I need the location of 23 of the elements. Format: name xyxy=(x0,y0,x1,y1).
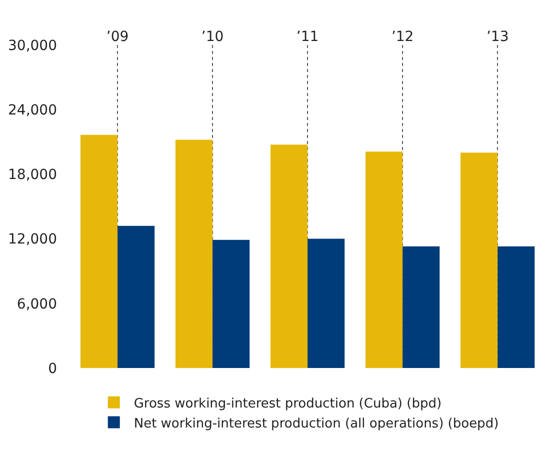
x-tick-label: ’10 xyxy=(201,29,224,46)
legend-label: Net working-interest production (all operations) (boepd) xyxy=(134,416,499,432)
bar xyxy=(366,152,403,368)
bar xyxy=(308,238,345,368)
x-tick-label: ’13 xyxy=(486,29,509,46)
x-tick-label: ’09 xyxy=(106,29,129,46)
bar xyxy=(498,246,535,368)
bar xyxy=(460,152,498,368)
y-tick-label: 0 xyxy=(48,360,57,377)
bar xyxy=(212,240,250,368)
y-tick-label: 12,000 xyxy=(8,232,57,248)
x-tick-label: ’12 xyxy=(391,29,414,46)
bar xyxy=(270,144,308,368)
y-tick-label: 30,000 xyxy=(8,38,57,54)
bar xyxy=(80,134,118,368)
bar xyxy=(118,226,155,368)
y-tick-label: 18,000 xyxy=(8,167,57,184)
legend-label: Gross working-interest production (Cuba) (bpd) xyxy=(134,396,442,412)
y-tick-label: 24,000 xyxy=(8,102,57,118)
bar xyxy=(402,246,440,368)
x-tick-label: ’11 xyxy=(296,29,319,46)
y-tick-label: 6,000 xyxy=(16,296,57,312)
bar xyxy=(175,140,213,368)
